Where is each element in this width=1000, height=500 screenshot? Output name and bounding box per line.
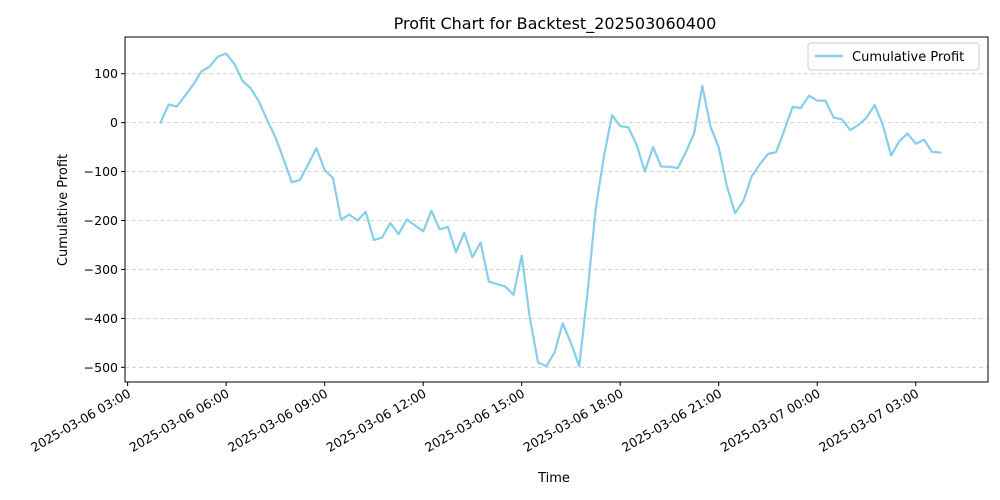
x-tick-label: 2025-03-06 12:00	[324, 386, 429, 455]
grid-lines	[125, 73, 988, 368]
series-line-cumulative-profit	[159, 52, 942, 368]
x-tick-label: 2025-03-06 09:00	[225, 386, 330, 455]
x-tick-label: 2025-03-07 00:00	[718, 386, 823, 455]
y-tick-label: 0	[110, 115, 118, 130]
series-layer	[159, 52, 942, 368]
chart-title: Profit Chart for Backtest_202503060400	[394, 14, 717, 34]
y-tick-label: −200	[84, 213, 118, 228]
y-tick-label: −300	[84, 262, 118, 277]
y-axis-ticks: 100 0 −100 −200 −300 −400 −500	[84, 66, 125, 375]
x-axis-label: Time	[537, 471, 570, 486]
x-tick-label: 2025-03-07 03:00	[816, 386, 921, 455]
x-tick-label: 2025-03-06 06:00	[127, 386, 232, 455]
legend-box	[807, 42, 980, 71]
y-axis-label: Cumulative Profit	[56, 154, 71, 266]
x-tick-label: 2025-03-06 21:00	[619, 386, 724, 455]
x-tick-label: 2025-03-06 03:00	[28, 386, 133, 455]
y-tick-label: −100	[84, 164, 118, 179]
plot-frame	[124, 36, 989, 383]
y-tick-label: −500	[84, 360, 118, 375]
x-tick-label: 2025-03-06 18:00	[521, 386, 626, 455]
y-tick-label: −400	[84, 311, 118, 326]
y-tick-label: 100	[94, 66, 118, 81]
x-tick-label: 2025-03-06 15:00	[422, 386, 527, 455]
legend: Cumulative Profit	[807, 42, 980, 71]
legend-label: Cumulative Profit	[852, 50, 964, 65]
